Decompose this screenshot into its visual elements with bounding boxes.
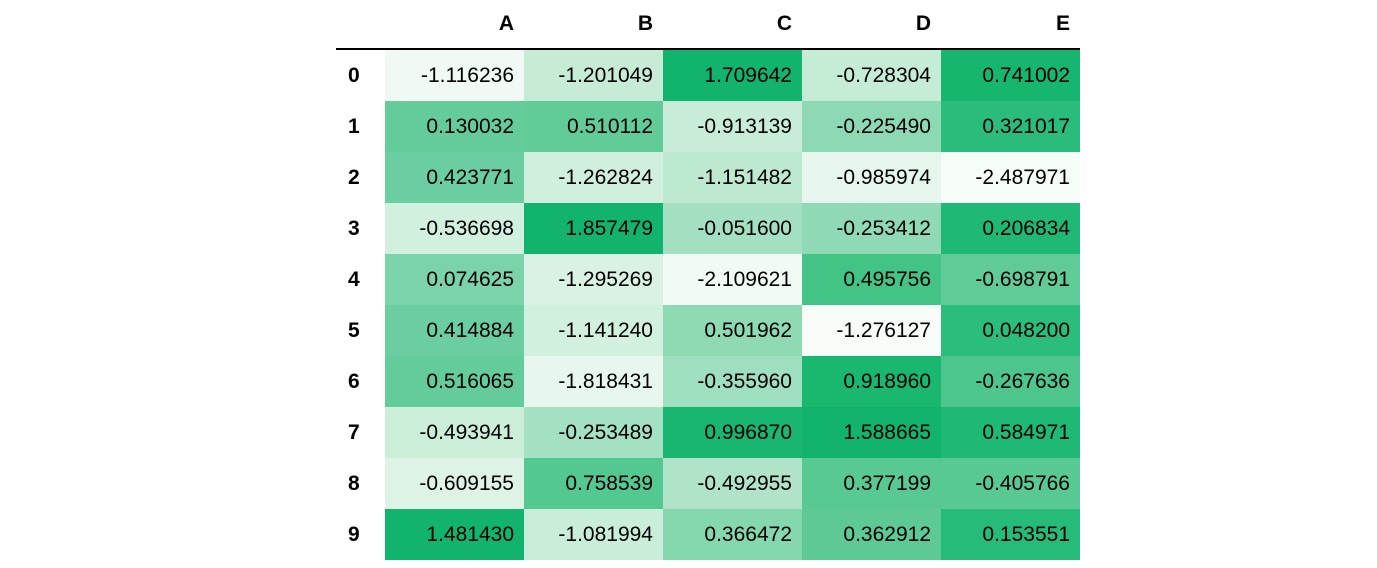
table-cell: 0.516065 <box>385 356 524 407</box>
table-row: 6 0.516065 -1.818431 -0.355960 0.918960 -0.26… <box>336 356 1080 407</box>
table-cell: -0.913139 <box>663 101 802 152</box>
table-row: 3 -0.536698 1.857479 -0.051600 -0.253412 0.20… <box>336 203 1080 254</box>
column-header: B <box>524 0 663 50</box>
table-cell: -1.081994 <box>524 509 663 560</box>
table-cell: 0.584971 <box>941 407 1080 458</box>
column-header: E <box>941 0 1080 50</box>
table-row: 1 0.130032 0.510112 -0.913139 -0.225490 0.321… <box>336 101 1080 152</box>
row-index-label: 5 <box>348 318 360 342</box>
table-cell: -1.276127 <box>802 305 941 356</box>
table-cell: 1.857479 <box>524 203 663 254</box>
row-index-label: 2 <box>348 165 360 189</box>
table-cell: -1.295269 <box>524 254 663 305</box>
table-cell: 0.414884 <box>385 305 524 356</box>
table-cell: -0.698791 <box>941 254 1080 305</box>
header-row: A B C D E <box>336 0 1080 50</box>
row-index-label: 4 <box>348 267 360 291</box>
table-cell: 0.048200 <box>941 305 1080 356</box>
table-cell: -0.267636 <box>941 356 1080 407</box>
table-row: 2 0.423771 -1.262824 -1.151482 -0.985974 -2.4… <box>336 152 1080 203</box>
table-cell: 0.501962 <box>663 305 802 356</box>
table-cell: 1.709642 <box>663 49 802 101</box>
table-cell: 0.362912 <box>802 509 941 560</box>
row-index-label: 7 <box>348 420 360 444</box>
column-header: C <box>663 0 802 50</box>
row-index-label: 6 <box>348 369 360 393</box>
table-row: 8 -0.609155 0.758539 -0.492955 0.377199 -0.40… <box>336 458 1080 509</box>
table-cell: 0.495756 <box>802 254 941 305</box>
table-cell: 0.510112 <box>524 101 663 152</box>
corner-header-cell <box>336 0 385 50</box>
table-cell: -0.536698 <box>385 203 524 254</box>
table-cell: -0.492955 <box>663 458 802 509</box>
table-cell: 0.741002 <box>941 49 1080 101</box>
table-cell: -2.109621 <box>663 254 802 305</box>
table-cell: 0.996870 <box>663 407 802 458</box>
row-index-label: 0 <box>348 63 360 87</box>
table-cell: -1.116236 <box>385 49 524 101</box>
table-cell: -0.253489 <box>524 407 663 458</box>
table-cell: -1.262824 <box>524 152 663 203</box>
table-cell: 0.153551 <box>941 509 1080 560</box>
table-row: 9 1.481430 -1.081994 0.366472 0.362912 0.1535… <box>336 509 1080 560</box>
table-cell: 0.206834 <box>941 203 1080 254</box>
table-cell: 0.321017 <box>941 101 1080 152</box>
table-cell: -1.201049 <box>524 49 663 101</box>
table-cell: -1.151482 <box>663 152 802 203</box>
row-index-label: 8 <box>348 471 360 495</box>
column-header: A <box>385 0 524 50</box>
table-cell: -1.818431 <box>524 356 663 407</box>
table-row: 7 -0.493941 -0.253489 0.996870 1.588665 0.584… <box>336 407 1080 458</box>
table-row: 0 -1.116236 -1.201049 1.709642 -0.728304 0.74… <box>336 49 1080 101</box>
table-cell: 0.377199 <box>802 458 941 509</box>
table-cell: 0.074625 <box>385 254 524 305</box>
table-row: 5 0.414884 -1.141240 0.501962 -1.276127 0.048… <box>336 305 1080 356</box>
table-cell: 0.758539 <box>524 458 663 509</box>
row-index-label: 3 <box>348 216 360 240</box>
styled-dataframe-table: A B C D E 0 -1.116236 -1.201049 1.709642 -0.… <box>336 0 1080 560</box>
table-cell: 1.481430 <box>385 509 524 560</box>
table-cell: -0.051600 <box>663 203 802 254</box>
table-cell: 0.130032 <box>385 101 524 152</box>
column-header: D <box>802 0 941 50</box>
table-cell: 0.423771 <box>385 152 524 203</box>
table-cell: -0.355960 <box>663 356 802 407</box>
table-cell: -0.493941 <box>385 407 524 458</box>
row-index-label: 9 <box>348 522 360 546</box>
table-cell: -0.609155 <box>385 458 524 509</box>
table-cell: -0.985974 <box>802 152 941 203</box>
data-table-container: A B C D E 0 -1.116236 -1.201049 1.709642 -0.… <box>336 0 1080 560</box>
table-cell: 0.366472 <box>663 509 802 560</box>
table-cell: -2.487971 <box>941 152 1080 203</box>
table-cell: 0.918960 <box>802 356 941 407</box>
table-cell: -1.141240 <box>524 305 663 356</box>
table-cell: -0.405766 <box>941 458 1080 509</box>
table-cell: -0.728304 <box>802 49 941 101</box>
table-row: 4 0.074625 -1.295269 -2.109621 0.495756 -0.69… <box>336 254 1080 305</box>
table-cell: -0.225490 <box>802 101 941 152</box>
row-index-label: 1 <box>348 114 360 138</box>
table-cell: 1.588665 <box>802 407 941 458</box>
table-cell: -0.253412 <box>802 203 941 254</box>
